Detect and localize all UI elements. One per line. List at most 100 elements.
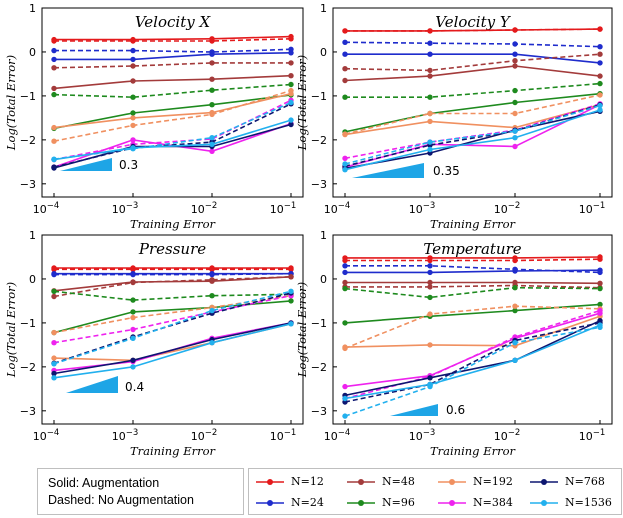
data-point [597,269,603,276]
data-point [512,41,518,47]
data-point [342,257,348,264]
data-point [51,38,57,44]
data-point [209,340,215,346]
data-point [51,266,57,272]
slope-triangle [390,404,438,416]
legend-swatch [347,478,375,485]
series-line [344,319,601,397]
data-point [597,256,603,262]
data-point [51,271,57,278]
series-line [344,312,601,388]
x-tick-label: 10−3 [112,201,139,216]
series-line [53,300,292,334]
data-point [288,87,294,94]
y-tick-label: 0 [29,46,36,59]
x-tick-label: 10−4 [33,428,60,443]
y-tick-label: −2 [20,361,36,374]
data-point [51,138,57,144]
data-point [288,99,294,106]
y-axis-label: Log(Total Error) [4,282,18,378]
data-point [51,329,57,336]
x-tick-label: 10−3 [409,201,436,216]
data-point [209,266,215,272]
series-line [345,284,601,289]
data-point [597,44,603,50]
data-point [209,111,215,118]
series-line [344,305,601,350]
legend-item: N=384 [437,496,513,509]
data-point [130,137,136,143]
data-point [51,91,57,98]
x-axis-label: Training Error [130,217,217,231]
y-tick-label: −1 [311,90,327,103]
data-point [209,277,215,283]
data-point [209,38,215,44]
series-line [53,290,292,301]
y-tick-label: −2 [20,134,36,147]
data-point [427,342,433,348]
data-point [512,63,518,69]
data-point [597,60,603,66]
legend-item: N=768 [529,475,605,488]
series-line [53,294,292,344]
data-point [512,266,518,272]
data-point [427,375,433,381]
data-point [342,345,348,352]
data-point [51,85,57,92]
data-point [597,102,603,109]
data-point [288,298,294,304]
data-point [130,38,136,44]
data-point [342,413,348,419]
y-tick-label: 1 [320,2,327,15]
series-line [344,92,601,133]
data-point [209,49,215,55]
data-point [209,102,215,108]
x-tick-label: 10−1 [270,201,297,216]
x-tick-label: 10−1 [270,428,297,443]
plot-frame [41,234,304,425]
data-point [209,141,215,147]
data-point [512,257,518,264]
y-tick-label: −3 [20,178,36,191]
data-point [288,81,294,88]
data-point [288,266,294,272]
slope-label: 0.35 [433,164,460,178]
series-line [53,83,292,99]
series-line [53,103,292,168]
legend-item: N=96 [346,496,415,509]
series-line [53,94,292,130]
series-line [53,276,292,292]
legend-note-solid: Solid: Augmentation [48,476,160,490]
legend-swatch [347,499,375,506]
legend-label: N=12 [291,475,324,488]
legend-label: N=384 [473,496,513,509]
data-point [51,288,57,294]
data-point [130,63,136,69]
data-point [130,297,136,303]
data-point [512,307,518,314]
data-point [130,146,136,152]
series-line [345,53,601,64]
data-point [342,395,348,402]
panel-title: Velocity X [135,13,212,31]
x-tick-label: 10−2 [191,201,218,216]
data-point [51,124,57,131]
data-point [342,66,348,72]
data-point [427,139,433,145]
data-point [427,118,433,125]
data-point [209,307,215,314]
data-point [209,76,215,82]
data-point [51,375,57,381]
data-point [51,340,57,346]
data-point [512,99,518,106]
x-tick-label: 10−2 [494,428,521,443]
series-line [54,52,292,61]
series-line [344,103,601,160]
x-axis-label: Training Error [430,217,517,231]
data-point [51,355,57,361]
panel-title: Pressure [138,240,206,258]
data-point [51,293,57,300]
series-line [53,294,292,334]
data-point [427,40,433,46]
